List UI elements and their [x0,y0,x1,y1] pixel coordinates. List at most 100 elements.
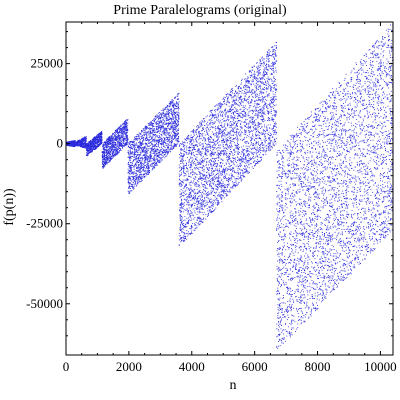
data-point [165,151,167,153]
data-point [104,142,105,144]
data-point [152,168,154,170]
data-point [146,172,148,173]
data-point [164,129,166,131]
data-point [259,62,261,64]
data-point [145,170,147,172]
data-point [153,140,155,142]
data-point [102,157,104,159]
data-point [136,138,138,139]
data-point [130,171,132,173]
data-point [156,161,158,163]
data-point [140,143,142,144]
data-point [185,210,187,211]
data-point [243,161,245,163]
data-point [94,136,96,138]
data-point [161,143,163,145]
data-point [150,163,152,165]
data-point [118,128,120,130]
data-point [133,177,135,179]
data-point [147,127,149,129]
data-point [103,160,105,162]
data-point [172,129,174,131]
data-point [245,86,247,88]
data-point [133,152,135,154]
data-point [162,149,164,151]
data-point [158,124,159,126]
data-point [169,147,171,149]
data-point [119,143,121,145]
data-point [109,143,111,145]
data-point [115,132,116,134]
data-point [269,105,270,107]
data-point [175,124,177,126]
data-point [190,233,192,234]
data-point [145,157,147,159]
data-point [144,129,146,131]
data-point [136,157,138,159]
data-point [86,148,88,150]
data-point [144,156,146,158]
data-point [165,129,167,130]
data-point [148,123,150,125]
data-point [110,143,112,145]
data-point [160,143,162,145]
data-point [93,146,95,148]
data-point [91,148,93,150]
data-point [136,145,138,147]
data-point [105,148,107,150]
data-point [73,142,75,144]
data-point [112,134,114,136]
data-point [151,143,153,145]
data-point [174,133,175,134]
data-point [240,169,242,171]
data-point [128,176,130,178]
data-point [142,146,144,148]
data-point [89,144,91,146]
data-point [181,162,183,164]
data-point [144,164,146,166]
data-point [156,114,158,116]
data-point [113,146,115,148]
data-point [142,166,144,168]
data-point [174,103,175,105]
data-point [137,147,139,149]
data-point [121,131,123,133]
data-point [89,142,91,144]
data-point [67,144,69,146]
data-point [104,160,106,162]
data-point [143,154,145,156]
data-point [86,153,88,155]
data-point [132,141,134,143]
data-point [109,150,111,152]
data-point [169,121,171,123]
data-point [130,182,131,184]
data-point [128,158,130,160]
data-point [166,116,168,118]
data-point [148,167,150,168]
data-point [154,157,156,159]
data-point [177,117,179,119]
data-point [156,131,158,133]
data-point [135,176,137,178]
data-point [155,151,157,153]
data-point [133,168,135,170]
data-point [123,139,124,141]
data-point [161,144,163,146]
data-point [212,199,214,201]
data-point [113,134,115,136]
data-point [144,133,146,135]
data-point [105,144,107,146]
data-point [120,136,122,138]
data-point [227,146,229,148]
data-point [109,146,111,148]
data-point [126,143,128,145]
data-point [180,151,182,153]
data-point [129,167,131,169]
data-point [270,46,272,48]
data-point [122,122,124,124]
data-point [76,141,78,143]
data-point [150,155,152,157]
data-point [71,144,73,146]
data-point [103,143,104,145]
